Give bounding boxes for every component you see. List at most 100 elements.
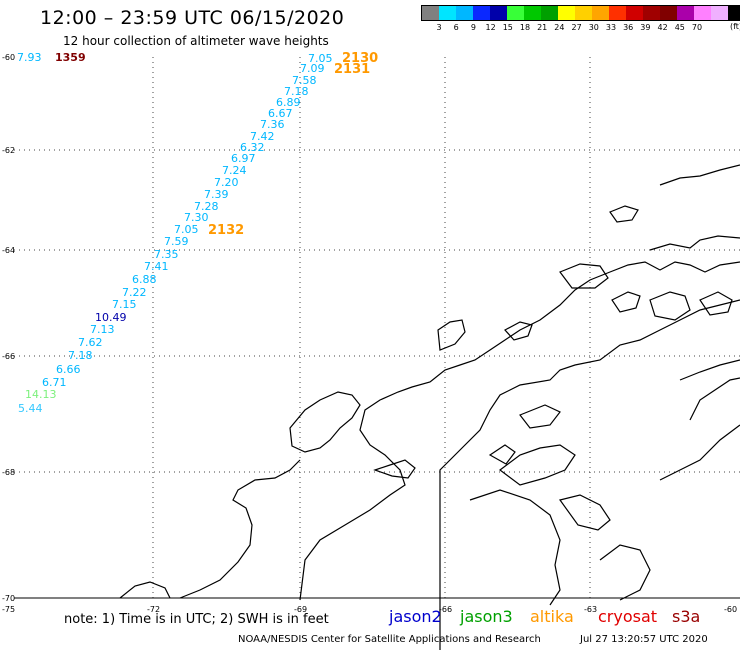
- wave-height-value: 7.42: [250, 130, 275, 143]
- legend-swatch: [524, 6, 541, 20]
- legend-unit: (ft): [730, 22, 740, 31]
- legend-swatch: [490, 6, 507, 20]
- wave-height-value: 7.09: [300, 62, 325, 75]
- legend-swatch: [439, 6, 456, 20]
- wave-height-value: 7.18: [68, 349, 93, 362]
- legend-label: 18: [519, 23, 531, 32]
- wave-height-value: 7.41: [144, 260, 169, 273]
- legend-label: 42: [657, 23, 668, 32]
- latitude-tick-label: -66: [2, 352, 15, 361]
- legend-label: 36: [623, 23, 634, 32]
- satellite-jason3: jason3: [460, 607, 513, 626]
- latitude-tick-label: -64: [2, 246, 15, 255]
- wave-height-value: 7.93: [17, 51, 42, 64]
- wave-height-value: 7.22: [122, 286, 147, 299]
- longitude-tick-label: -75: [2, 605, 15, 614]
- wave-height-observations: 7.93 1359 7.057.097.587.186.896.677.367.42…: [17, 51, 333, 415]
- legend-label: 30: [588, 23, 599, 32]
- wave-height-value: 7.05: [308, 52, 333, 65]
- wave-height-value: 6.67: [268, 107, 293, 120]
- legend-swatch: [592, 6, 609, 20]
- legend-label: 12: [485, 23, 496, 32]
- legend-label: 6: [453, 23, 459, 32]
- coastline: [119, 164, 740, 650]
- wave-height-value: 14.13: [25, 388, 57, 401]
- legend-label: 21: [537, 23, 548, 32]
- legend-label: 3: [436, 23, 442, 32]
- wave-height-value: 7.05: [174, 223, 199, 236]
- wave-height-value: 7.18: [284, 85, 309, 98]
- wave-height-value: 7.36: [260, 118, 285, 131]
- wave-height-value: 1359: [55, 51, 86, 64]
- wave-height-value: 10.49: [95, 311, 127, 324]
- longitude-tick-label: -69: [294, 605, 307, 614]
- credit-line: NOAA/NESDIS Center for Satellite Applica…: [238, 634, 541, 645]
- legend-swatch: [558, 6, 575, 20]
- legend-label: 70: [691, 23, 703, 32]
- legend-swatch: [711, 6, 728, 20]
- satellite-altika: altika: [530, 607, 574, 626]
- legend-label: 39: [640, 23, 651, 32]
- satellite-s3a: s3a: [672, 607, 701, 626]
- legend-swatch: [694, 6, 711, 20]
- legend-swatch: [456, 6, 473, 20]
- latitude-tick-label: -68: [2, 468, 15, 477]
- generated-timestamp: Jul 27 13:20:57 UTC 2020: [580, 634, 708, 645]
- legend-label: 15: [502, 23, 513, 32]
- legend-swatch: [422, 6, 439, 20]
- grid-lines: [14, 57, 740, 599]
- legend-swatch: [541, 6, 558, 20]
- legend-swatch: [507, 6, 524, 20]
- wave-height-value: 7.20: [214, 176, 239, 189]
- legend-label: 9: [470, 23, 476, 32]
- legend-label: 27: [571, 23, 582, 32]
- wave-height-value: 7.59: [164, 235, 189, 248]
- wave-height-value: 5.44: [18, 402, 43, 415]
- map-title: 12:00 – 23:59 UTC 06/15/2020: [40, 7, 345, 29]
- legend-color-scale: [421, 5, 740, 21]
- legend-label: 45: [674, 23, 685, 32]
- legend-swatch: [609, 6, 626, 20]
- legend-swatch: [575, 6, 592, 20]
- wave-height-value: 7.39: [204, 188, 229, 201]
- legend-swatch: [728, 6, 740, 20]
- latitude-tick-label: -70: [2, 594, 15, 603]
- pass-time-label: 2132: [208, 223, 244, 238]
- wave-height-value: 7.13: [90, 323, 115, 336]
- longitude-tick-label: -63: [584, 605, 597, 614]
- legend-swatch: [626, 6, 643, 20]
- satellite-cryosat: cryosat: [598, 607, 658, 626]
- wave-height-value: 7.35: [154, 248, 179, 261]
- wave-height-value: 6.71: [42, 376, 67, 389]
- wave-height-value: 6.89: [276, 96, 301, 109]
- wave-height-value: 7.30: [184, 211, 209, 224]
- latitude-tick-label: -60: [2, 53, 15, 62]
- wave-height-value: 6.97: [231, 152, 256, 165]
- wave-height-value: 6.32: [240, 141, 265, 154]
- pass-time-label: 2130: [342, 51, 378, 66]
- latitude-tick-label: -62: [2, 146, 15, 155]
- legend-labels: 3 6 9 12 15 18 21 24 27 30 33 36 39 42 45 70: [421, 21, 740, 33]
- wave-height-value: 7.58: [292, 74, 317, 87]
- pass-time-label: 2131: [334, 62, 370, 77]
- longitude-tick-label: -60: [724, 605, 737, 614]
- legend-swatch: [473, 6, 490, 20]
- longitude-tick-label: -72: [147, 605, 160, 614]
- footer-note: note: 1) Time is in UTC; 2) SWH is in fe…: [64, 612, 329, 627]
- satellite-jason2: jason2: [389, 607, 442, 626]
- wave-height-value: 7.62: [78, 336, 103, 349]
- longitude-tick-label: -66: [439, 605, 452, 614]
- legend-swatch: [660, 6, 677, 20]
- legend-label: 24: [554, 23, 565, 32]
- wave-height-value: 7.24: [222, 164, 247, 177]
- map-subtitle: 12 hour collection of altimeter wave hei…: [63, 34, 329, 48]
- axis-tick-labels: -75 -72 -69 -66 -63 -60 -60 -62 -64 -66 -68 -70: [2, 53, 737, 614]
- legend-swatch: [643, 6, 660, 20]
- wave-height-value: 7.28: [194, 200, 219, 213]
- wave-height-value: 6.88: [132, 273, 157, 286]
- legend-label: 33: [605, 23, 617, 32]
- wave-height-value: 6.66: [56, 363, 81, 376]
